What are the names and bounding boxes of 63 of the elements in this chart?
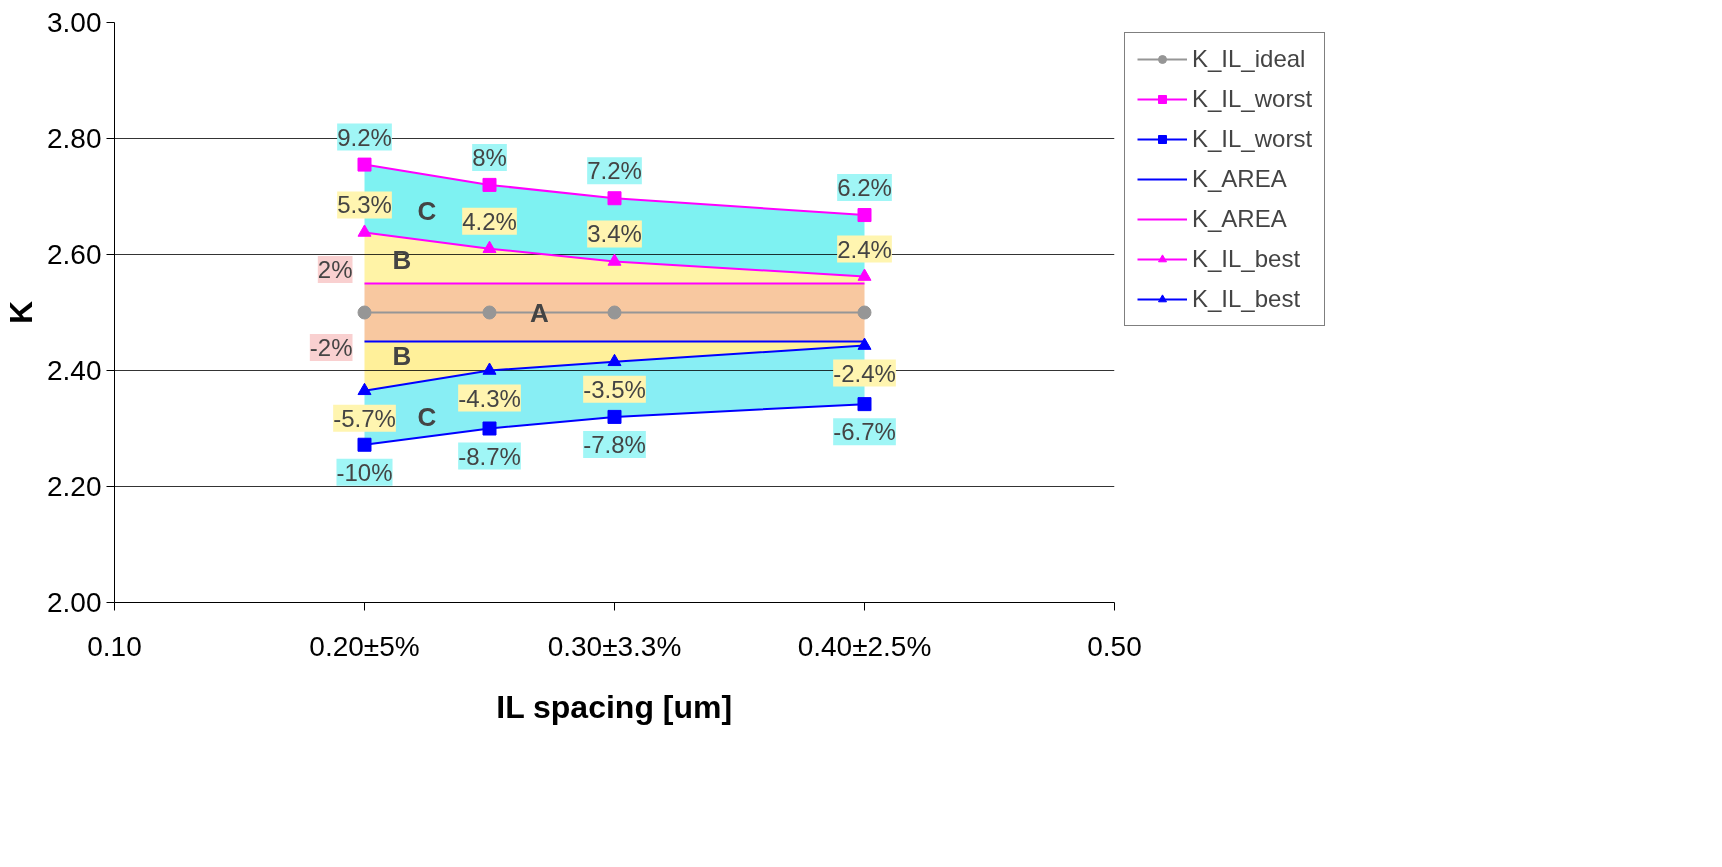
- annotation: 6.2%: [837, 174, 892, 202]
- annotation: B: [392, 245, 412, 276]
- annotation: C: [417, 196, 437, 226]
- annotation: A: [530, 297, 550, 328]
- annotation: 3.4%: [587, 220, 642, 248]
- y-tick-label: 2.60: [47, 239, 102, 270]
- x-tick-label: 0.30±3.3%: [547, 630, 682, 662]
- annotation: -4.3%: [458, 384, 521, 412]
- legend-label: K_IL_best: [1192, 285, 1301, 313]
- annotation: 2%: [317, 256, 353, 283]
- legend-label: K_IL_best: [1192, 245, 1301, 273]
- annotation: 7.2%: [587, 157, 642, 185]
- annotation: C: [417, 401, 437, 432]
- annotation: 4.2%: [462, 207, 517, 235]
- x-tick-label: 0.10: [87, 630, 142, 662]
- annotation: -5.7%: [333, 404, 396, 432]
- annotation: -3.5%: [583, 375, 646, 403]
- legend-label: K_IL_worst: [1192, 85, 1313, 113]
- legend-label: K_IL_worst: [1192, 125, 1313, 153]
- annotation: 5.3%: [337, 191, 392, 219]
- x-tick-label: 0.40±2.5%: [797, 630, 932, 662]
- point: [607, 253, 622, 266]
- annotation: -8.7%: [458, 442, 521, 470]
- annotation: 2.4%: [837, 235, 892, 263]
- y-axis-title: K: [3, 300, 39, 325]
- point: [482, 362, 497, 375]
- y-tick-label: 3.00: [47, 7, 102, 38]
- x-axis-title: IL spacing [um]: [496, 688, 733, 725]
- point: [607, 305, 622, 320]
- point: [857, 397, 872, 412]
- legend-label: K_IL_ideal: [1192, 45, 1306, 73]
- point: [607, 353, 622, 367]
- point: [482, 421, 497, 436]
- y-tick-label: 2.40: [47, 355, 102, 386]
- point: [482, 240, 497, 253]
- y-tick-label: 2.00: [47, 587, 102, 618]
- y-tick-label: 2.80: [47, 123, 102, 154]
- point: [857, 305, 872, 320]
- legend-label: K_AREA: [1192, 165, 1287, 193]
- point: [857, 268, 872, 281]
- annotation: B: [392, 341, 412, 371]
- point: [357, 382, 372, 396]
- x-tick-label: 0.50: [1087, 630, 1142, 662]
- annotation: -2.4%: [833, 359, 896, 387]
- annotation: -7.8%: [583, 430, 646, 458]
- y-tick-label: 2.20: [47, 471, 102, 502]
- annotation: 8%: [472, 143, 507, 171]
- annotation: -10%: [336, 458, 393, 486]
- point: [357, 437, 372, 452]
- point: [482, 177, 497, 192]
- annotation: -6.7%: [833, 418, 896, 446]
- legend-label: K_AREA: [1192, 205, 1287, 233]
- annotation: 9.2%: [337, 123, 392, 151]
- point: [357, 157, 372, 172]
- point: [607, 191, 622, 206]
- point: [607, 409, 622, 424]
- x-tick-label: 0.20±5%: [309, 630, 420, 662]
- annotation: -2%: [309, 334, 353, 361]
- point: [357, 305, 372, 320]
- point: [482, 305, 497, 320]
- point: [357, 224, 372, 237]
- point: [857, 208, 872, 223]
- point: [857, 337, 872, 350]
